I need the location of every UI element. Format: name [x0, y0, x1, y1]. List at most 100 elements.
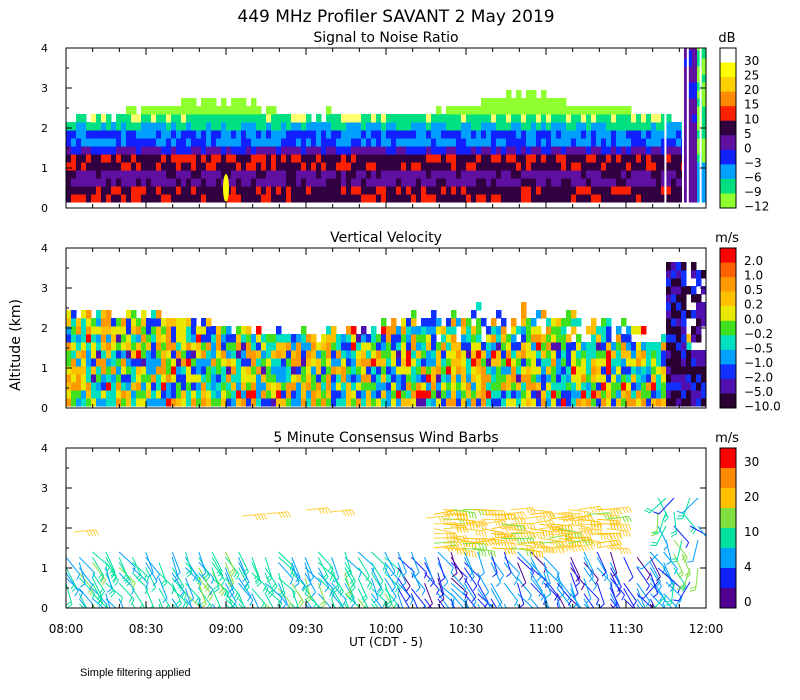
snr-cell: [461, 178, 467, 187]
snr-cell: [521, 170, 527, 179]
snr-cell: [71, 186, 77, 195]
snr-cell: [606, 114, 612, 123]
snr-cell: [441, 122, 447, 131]
snr-cell: [556, 122, 562, 131]
velocity-cell: [621, 390, 627, 399]
y-tick-label: 3: [41, 482, 48, 495]
snr-cell: [371, 178, 377, 187]
velocity-cell: [586, 374, 592, 383]
snr-cell: [581, 130, 587, 139]
snr-cell: [221, 194, 227, 203]
wind-barb: [357, 577, 368, 603]
wind-barb: [304, 577, 312, 604]
velocity-cell: [556, 350, 562, 359]
snr-cell: [326, 114, 332, 123]
snr-cell: [621, 194, 627, 203]
snr-cell: [166, 114, 172, 123]
velocity-cell: [186, 382, 192, 391]
snr-cell: [676, 138, 682, 147]
snr-cell: [401, 162, 407, 171]
velocity-cell: [641, 382, 647, 391]
wind-barb: [649, 593, 666, 608]
snr-cell: [156, 130, 162, 139]
velocity-cell: [521, 310, 527, 319]
snr-cell: [621, 130, 627, 139]
wind-barb: [529, 509, 554, 518]
velocity-cell: [601, 350, 607, 359]
snr-cell: [371, 146, 377, 155]
snr-cell: [326, 178, 332, 187]
snr-cell: [366, 154, 372, 163]
snr-cell: [216, 194, 222, 203]
snr-cell: [436, 154, 442, 163]
velocity-cell: [401, 366, 407, 375]
snr-cell: [692, 138, 698, 147]
snr-cell: [366, 130, 372, 139]
snr-cell: [466, 122, 472, 131]
snr-cell: [692, 58, 698, 67]
snr-cell: [186, 170, 192, 179]
colorbar-label: 0.2: [744, 298, 763, 312]
snr-cell: [426, 130, 432, 139]
snr-cell: [511, 162, 517, 171]
velocity-cell: [126, 358, 132, 367]
velocity-cell: [536, 398, 542, 407]
snr-cell: [461, 122, 467, 131]
velocity-cell: [481, 358, 487, 367]
wind-barb: [583, 562, 599, 585]
velocity-cell: [551, 374, 557, 383]
velocity-cell: [686, 358, 692, 367]
velocity-cell: [296, 390, 302, 399]
snr-cell: [692, 170, 698, 179]
velocity-cell: [71, 382, 77, 391]
velocity-cell: [216, 358, 222, 367]
velocity-cell: [501, 382, 507, 391]
snr-cell: [646, 130, 652, 139]
snr-cell: [171, 178, 177, 187]
velocity-cell: [146, 358, 152, 367]
wind-barb: [304, 593, 322, 608]
velocity-cell: [166, 374, 172, 383]
wind-barb: [583, 582, 600, 605]
snr-cell: [591, 114, 597, 123]
snr-cell: [481, 146, 487, 155]
velocity-cell: [646, 374, 652, 383]
velocity-cell: [401, 334, 407, 343]
velocity-cell: [416, 334, 422, 343]
velocity-cell: [351, 390, 357, 399]
wind-barb: [437, 603, 442, 608]
snr-cell: [411, 154, 417, 163]
wind-barb: [636, 603, 640, 608]
snr-cell: [396, 170, 402, 179]
snr-cell: [466, 178, 472, 187]
snr-cell: [621, 106, 627, 115]
velocity-cell: [646, 358, 652, 367]
velocity-cell: [346, 326, 352, 335]
snr-cell: [346, 146, 352, 155]
snr-cell: [356, 146, 362, 155]
velocity-cell: [436, 374, 442, 383]
velocity-cell: [196, 342, 202, 351]
snr-cell: [391, 170, 397, 179]
velocity-cell: [376, 398, 382, 407]
velocity-cell: [441, 350, 447, 359]
velocity-cell: [286, 398, 292, 407]
snr-cell: [271, 170, 277, 179]
velocity-cell: [171, 374, 177, 383]
snr-cell: [246, 178, 252, 187]
snr-cell: [381, 114, 387, 123]
wind-barb: [92, 572, 106, 597]
snr-cell: [666, 130, 672, 139]
velocity-cell: [161, 374, 167, 383]
snr-cell: [516, 122, 522, 131]
velocity-cell: [506, 334, 512, 343]
snr-cell: [256, 146, 262, 155]
velocity-cell: [111, 350, 117, 359]
velocity-cell: [81, 398, 87, 407]
velocity-cell: [691, 374, 697, 383]
velocity-cell: [326, 358, 332, 367]
snr-cell: [151, 170, 157, 179]
wind-barb: [491, 547, 517, 555]
velocity-cell: [346, 390, 352, 399]
